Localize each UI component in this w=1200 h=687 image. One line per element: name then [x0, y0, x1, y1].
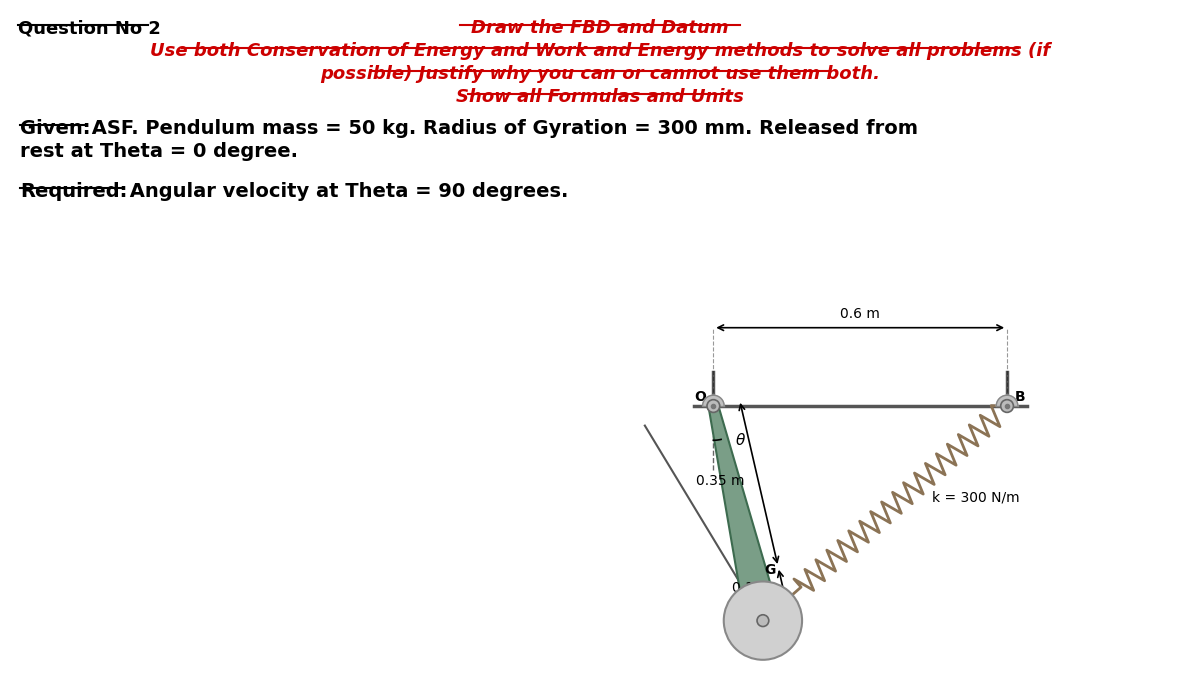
Text: Draw the FBD and Datum: Draw the FBD and Datum — [472, 19, 728, 37]
Text: Given:: Given: — [20, 119, 90, 138]
Text: G: G — [764, 563, 775, 578]
Polygon shape — [702, 395, 724, 406]
Circle shape — [757, 615, 769, 627]
Text: Use both Conservation of Energy and Work and Energy methods to solve all problem: Use both Conservation of Energy and Work… — [150, 42, 1050, 60]
Text: Show all Formulas and Units: Show all Formulas and Units — [456, 88, 744, 106]
Polygon shape — [708, 405, 780, 624]
Text: Angular velocity at Theta = 90 degrees.: Angular velocity at Theta = 90 degrees. — [124, 182, 569, 201]
Circle shape — [1001, 400, 1014, 412]
Polygon shape — [996, 395, 1018, 406]
Text: B: B — [1014, 390, 1025, 403]
Text: 0.35 m: 0.35 m — [696, 474, 744, 488]
Text: ASF. Pendulum mass = 50 kg. Radius of Gyration = 300 mm. Released from: ASF. Pendulum mass = 50 kg. Radius of Gy… — [85, 119, 918, 138]
Text: 0.1 m: 0.1 m — [732, 581, 772, 596]
Circle shape — [724, 581, 802, 660]
Text: 0.6 m: 0.6 m — [840, 307, 880, 322]
Text: Question No 2: Question No 2 — [18, 19, 161, 37]
Circle shape — [707, 400, 720, 412]
Text: Required:: Required: — [20, 182, 127, 201]
Text: possible) Justify why you can or cannot use them both.: possible) Justify why you can or cannot … — [320, 65, 880, 83]
Text: k = 300 N/m: k = 300 N/m — [931, 491, 1019, 504]
Text: A: A — [775, 635, 786, 649]
Text: θ: θ — [736, 433, 745, 448]
Text: rest at Theta = 0 degree.: rest at Theta = 0 degree. — [20, 142, 298, 161]
Text: O: O — [694, 390, 706, 403]
